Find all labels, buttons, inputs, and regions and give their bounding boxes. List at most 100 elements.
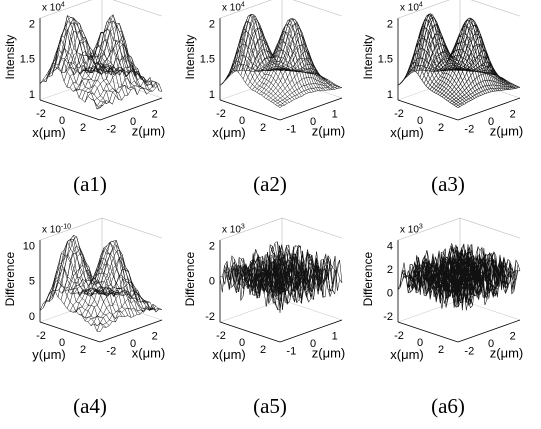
panel-a1: 2 1.5 1 2 0 -2 -2 0 2 Intensity x(μm) z(μm) x 104: [3, 0, 165, 140]
y-tick-label: 0: [130, 116, 136, 128]
exponent-label: x 10-10: [42, 224, 71, 236]
z-tick-label: 1.5: [378, 54, 393, 66]
x-axis-line: [39, 99, 101, 121]
y-axis-label: z(μm): [312, 346, 345, 361]
x-axis-line: [397, 321, 459, 343]
exponent-label: x 104: [42, 2, 65, 14]
x-axis-label: x(μm): [212, 125, 245, 140]
z-tick-label: 1: [209, 89, 215, 101]
x-tick-label: 0: [59, 115, 65, 127]
x-tick-label: 2: [80, 122, 86, 134]
z-tick-label: 2: [387, 19, 393, 31]
y-tick-label: -1: [286, 124, 296, 136]
y-tick-label: 0: [488, 116, 494, 128]
z-axis-label: Difference: [361, 252, 375, 307]
z-tick-label: 4: [387, 241, 393, 253]
exponent-label: x 104: [222, 2, 245, 14]
x-tick-label: -2: [394, 108, 404, 120]
z-tick-label: 1: [29, 89, 35, 101]
y-axis-line: [279, 319, 343, 343]
x-tick-label: 2: [80, 344, 86, 356]
z-tick-label: 2: [209, 19, 215, 31]
x-axis-label: y(μm): [32, 347, 65, 362]
x-tick-label: 0: [417, 115, 423, 127]
z-tick-label: 5: [29, 276, 35, 288]
x-axis-line: [219, 321, 281, 343]
y-tick-label: -2: [464, 124, 474, 136]
z-tick-label: 2: [29, 19, 35, 31]
caption-a5: (a5): [253, 394, 287, 418]
mesh-surface: [39, 14, 163, 110]
x-tick-label: 2: [260, 122, 266, 134]
y-tick-label: -2: [106, 346, 116, 358]
x-tick-label: 0: [417, 337, 423, 349]
caption-a4: (a4): [73, 394, 107, 418]
mesh-surface: [397, 13, 521, 108]
x-axis-label: x(μm): [390, 125, 423, 140]
x-tick-label: -2: [36, 108, 46, 120]
panel-a5: 2 0 -2 2 0 -2 -1 0 1 Difference x(μm) z(μm) x 103: [183, 217, 345, 362]
y-axis-label: z(μm): [132, 124, 165, 139]
mesh-surface: [219, 241, 343, 313]
exponent-label: x 103: [222, 224, 245, 236]
x-tick-label: -2: [216, 330, 226, 342]
y-axis-line: [99, 319, 163, 343]
z-tick-label: 1.5: [20, 54, 35, 66]
y-axis-label: z(μm): [490, 346, 523, 361]
x-tick-label: 2: [260, 344, 266, 356]
z-tick-label: 0: [387, 287, 393, 299]
x-tick-label: 0: [239, 115, 245, 127]
y-tick-label: 0: [310, 338, 316, 350]
caption-a6: (a6): [431, 394, 465, 418]
y-tick-label: 2: [152, 330, 158, 342]
y-axis-label: z(μm): [312, 124, 345, 139]
y-tick-label: 2: [152, 108, 158, 120]
x-tick-label: 0: [59, 337, 65, 349]
x-tick-label: 2: [438, 122, 444, 134]
y-tick-label: 2: [510, 330, 516, 342]
y-tick-label: 0: [310, 116, 316, 128]
caption-a1: (a1): [73, 172, 107, 196]
x-tick-label: 0: [239, 337, 245, 349]
z-tick-label: 10: [23, 241, 35, 253]
panel-a3: 2 1.5 1 2 0 -2 -2 0 2 Intensity x(μm) z(μm) x 104: [361, 0, 523, 140]
z-tick-label: 0: [209, 276, 215, 288]
y-axis-line: [457, 319, 521, 343]
z-tick-label: 0: [29, 311, 35, 323]
z-axis-label: Difference: [183, 252, 197, 307]
y-tick-label: 0: [130, 338, 136, 350]
x-axis-line: [39, 321, 101, 343]
exponent-label: x 104: [400, 2, 423, 14]
mesh-surface: [397, 242, 521, 311]
x-axis-line: [219, 99, 281, 121]
z-tick-label: 1: [387, 89, 393, 101]
exponent-label: x 103: [400, 224, 423, 236]
x-axis-line: [397, 99, 459, 121]
x-tick-label: -2: [36, 330, 46, 342]
mesh-surface: [219, 13, 343, 108]
z-tick-label: 2: [387, 264, 393, 276]
z-axis-label: Intensity: [183, 35, 197, 80]
z-tick-label: 1.5: [200, 54, 215, 66]
y-tick-label: -2: [106, 124, 116, 136]
x-axis-label: x(μm): [212, 347, 245, 362]
y-tick-label: -1: [286, 346, 296, 358]
mesh-surface: [39, 234, 163, 333]
z-tick-label: -2: [205, 311, 215, 323]
y-tick-label: 2: [510, 108, 516, 120]
y-axis-label: x(μm): [132, 346, 165, 361]
y-axis-line: [457, 97, 521, 121]
y-axis-label: z(μm): [490, 124, 523, 139]
x-axis-label: x(μm): [32, 125, 65, 140]
z-tick-label: 2: [209, 241, 215, 253]
z-axis-label: Intensity: [361, 35, 375, 80]
x-tick-label: -2: [216, 108, 226, 120]
panel-a2: 2 1.5 1 2 0 -2 -1 0 1 Intensity x(μm) z(μm) x 104: [183, 0, 345, 140]
y-tick-label: 1: [332, 330, 338, 342]
z-tick-label: -2: [383, 311, 393, 323]
z-axis-label: Difference: [3, 252, 17, 307]
y-tick-label: 1: [332, 108, 338, 120]
